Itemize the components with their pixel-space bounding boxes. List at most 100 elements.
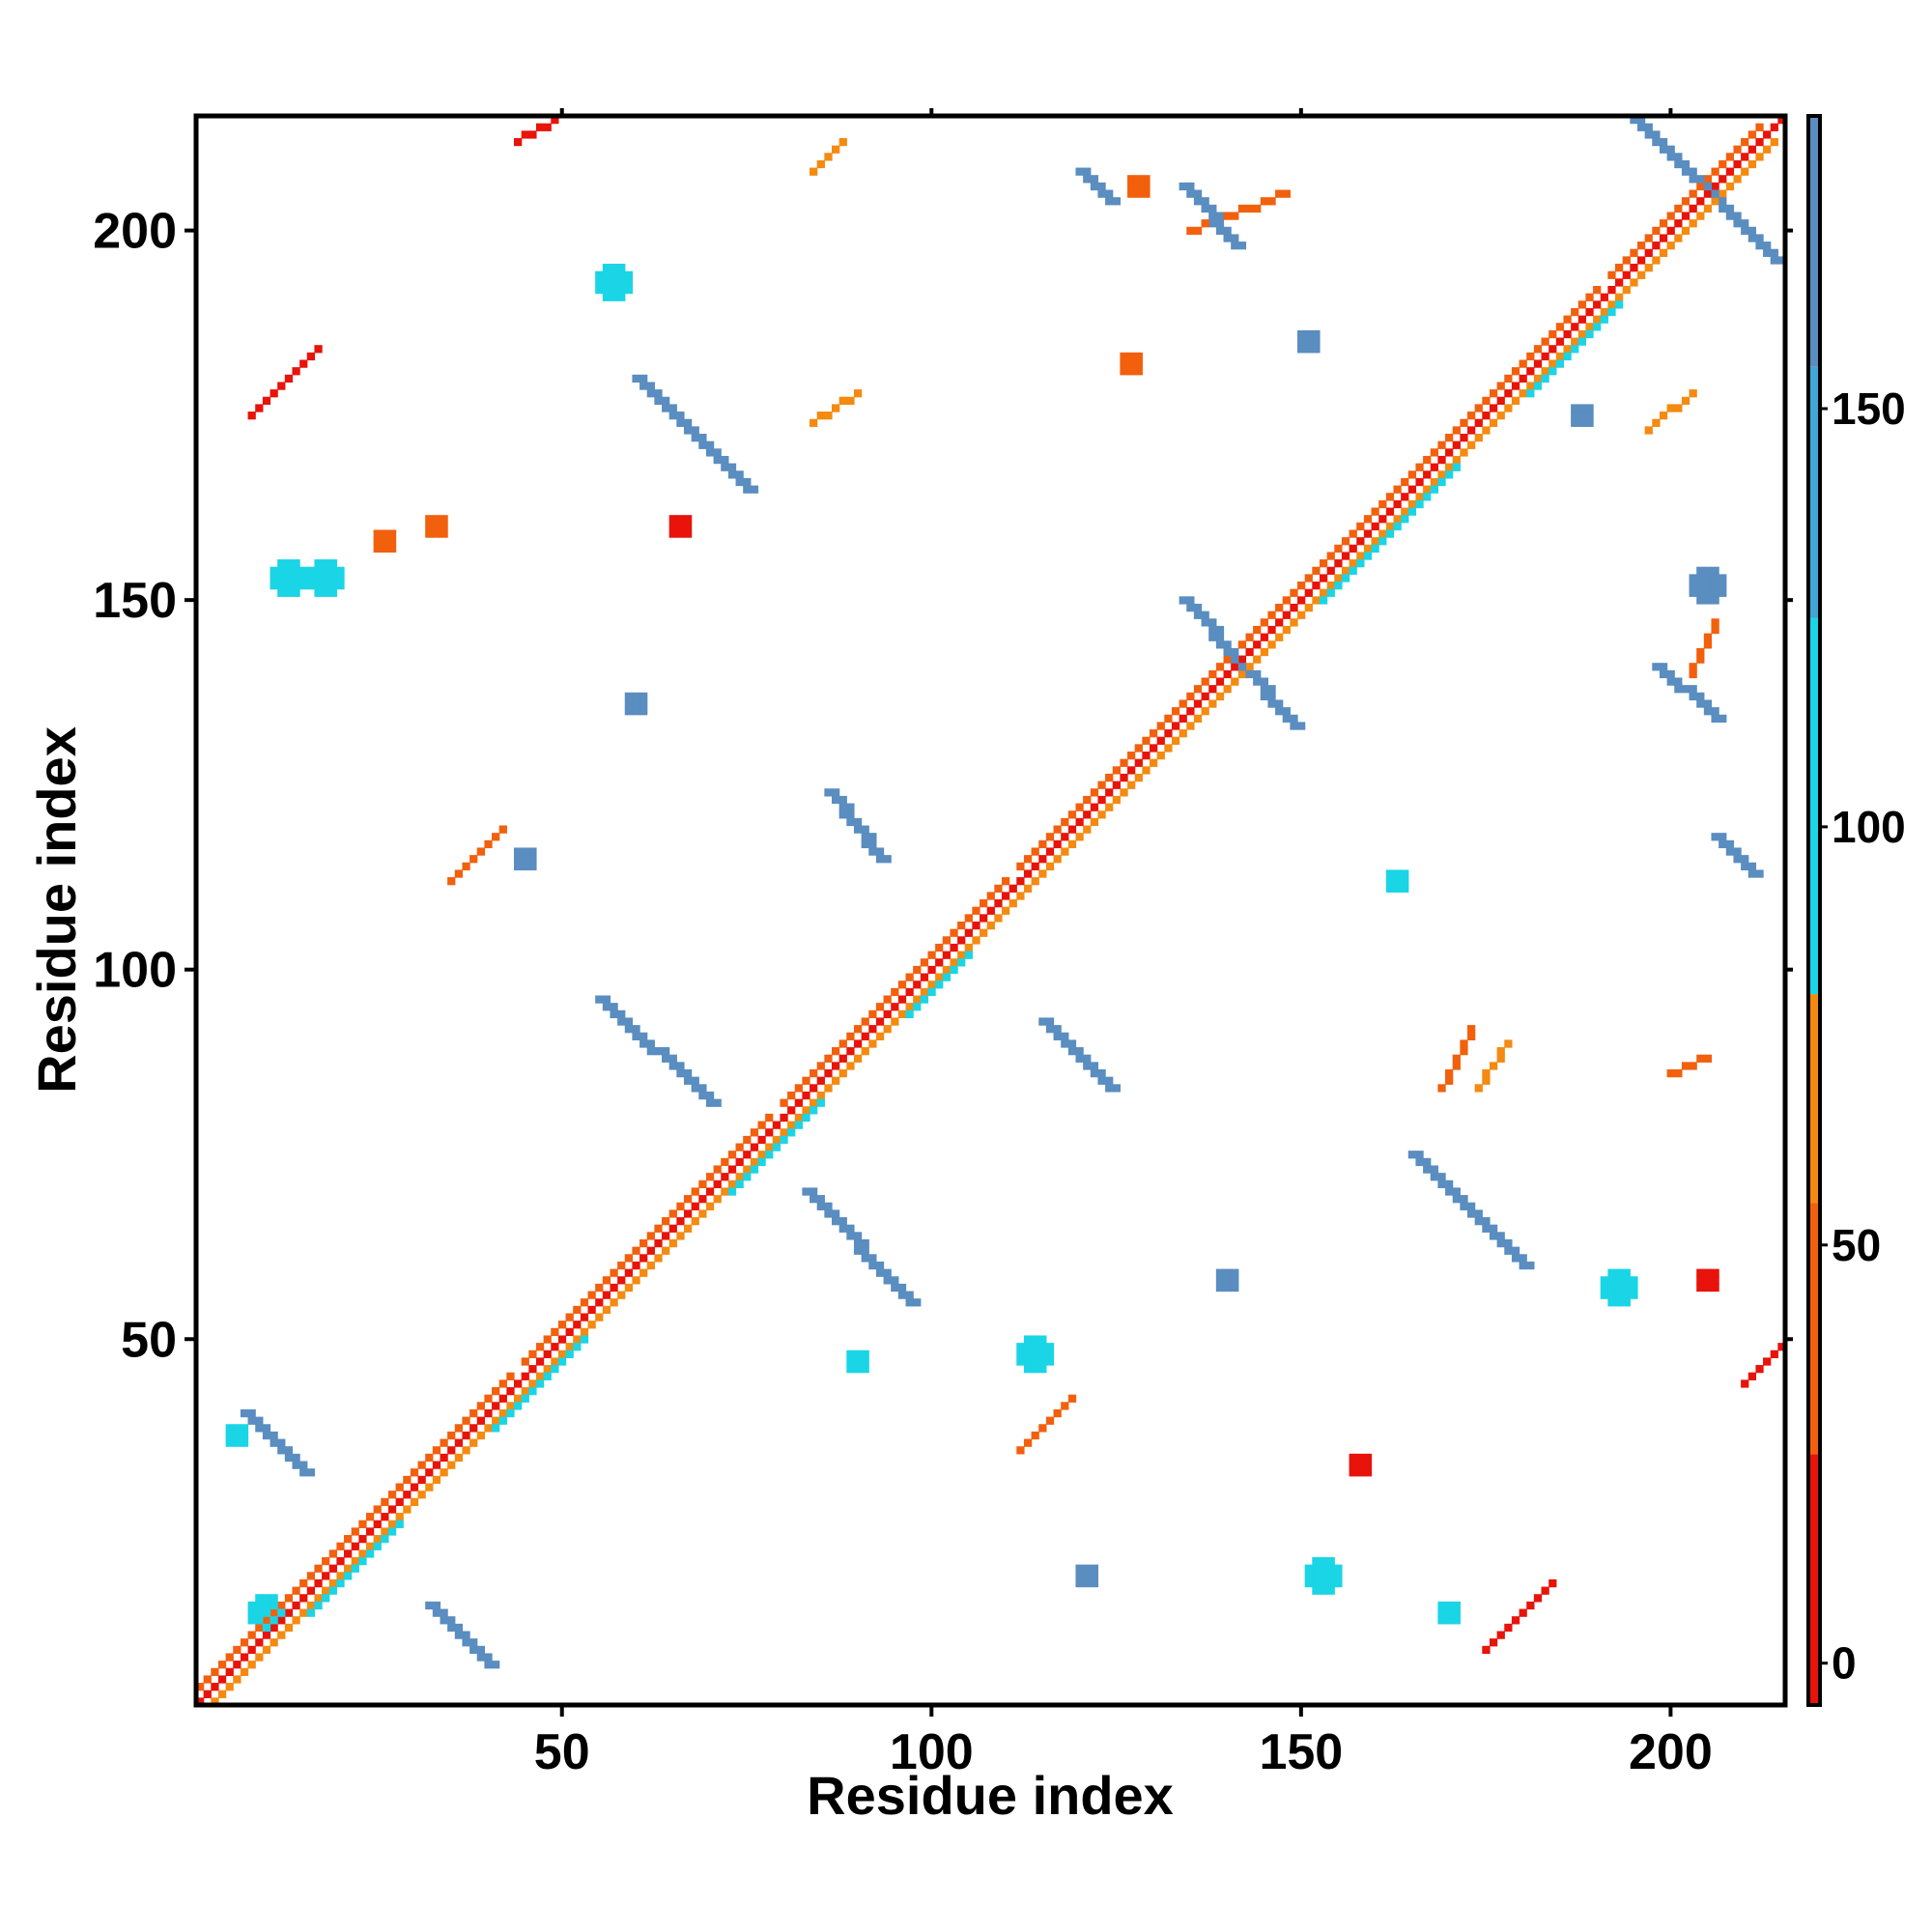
heatmap-cell [1090, 1578, 1099, 1588]
heatmap-cell [1053, 1032, 1062, 1040]
heatmap-cell [314, 1594, 323, 1603]
heatmap-cell [277, 582, 286, 590]
heatmap-cell [883, 855, 892, 864]
heatmap-cell [868, 847, 877, 856]
heatmap-cell [292, 1586, 300, 1595]
heatmap-cell [1023, 1343, 1033, 1351]
heatmap-cell [1105, 1076, 1114, 1085]
heatmap-cell [1585, 412, 1594, 420]
colorbar-band [1808, 116, 1820, 367]
heatmap-cell [772, 1143, 781, 1151]
heatmap-cell [1703, 640, 1713, 649]
heatmap-cell [1755, 234, 1764, 242]
heatmap-cell [927, 965, 936, 975]
heatmap-cell [632, 1261, 640, 1270]
heatmap-cell [1053, 1408, 1062, 1418]
heatmap-cell [861, 1350, 869, 1358]
heatmap-cell [551, 1327, 559, 1337]
heatmap-cell [1504, 1238, 1513, 1248]
heatmap-cell [1696, 197, 1705, 206]
heatmap-cell [705, 1091, 715, 1100]
heatmap-cell [824, 412, 833, 420]
heatmap-cell [913, 980, 922, 989]
heatmap-cell [1489, 1232, 1498, 1240]
heatmap-cell [1237, 663, 1247, 671]
heatmap-cell [1696, 574, 1705, 582]
heatmap-cell [1260, 618, 1269, 627]
heatmap-cell [986, 892, 995, 900]
heatmap-cell [1733, 212, 1742, 220]
heatmap-cell [1489, 1062, 1498, 1070]
heatmap-cell [403, 1475, 412, 1485]
heatmap-cell [875, 1268, 885, 1277]
heatmap-cell [861, 1238, 869, 1248]
heatmap-cell [824, 153, 833, 161]
heatmap-cell [1341, 552, 1350, 560]
heatmap-cell [328, 588, 337, 597]
heatmap-cell [897, 980, 907, 989]
heatmap-cell [1496, 1232, 1505, 1240]
heatmap-cell [1231, 1283, 1239, 1293]
heatmap-cell [270, 574, 278, 582]
heatmap-cell [1593, 315, 1602, 324]
heatmap-cell [381, 1535, 389, 1544]
heatmap-cell [587, 1305, 596, 1315]
heatmap-cell [1437, 1616, 1446, 1625]
heatmap-cell [1297, 582, 1306, 590]
heatmap-cell [1763, 242, 1772, 250]
heatmap-cell [1231, 1276, 1239, 1285]
heatmap-cell [1201, 707, 1209, 716]
heatmap-cell [1533, 1594, 1543, 1603]
heatmap-cell [1703, 1276, 1713, 1285]
heatmap-cell [1571, 418, 1579, 427]
heatmap-cell [1696, 699, 1705, 708]
x-tick-label: 100 [890, 1724, 974, 1780]
heatmap-cell [1401, 507, 1409, 516]
heatmap-cell [1393, 515, 1402, 524]
heatmap-cell [314, 588, 323, 597]
heatmap-cell [1674, 234, 1683, 242]
heatmap-cell [1659, 145, 1668, 154]
heatmap-cell [447, 1446, 456, 1455]
heatmap-cell [972, 936, 980, 945]
heatmap-cell [1393, 522, 1402, 531]
heatmap-cell [322, 582, 330, 590]
heatmap-cell [780, 1113, 788, 1122]
heatmap-cell [1496, 396, 1505, 405]
heatmap-cell [883, 1276, 892, 1285]
heatmap-cell [632, 692, 640, 701]
heatmap-cell [292, 582, 300, 590]
heatmap-cell [543, 1372, 552, 1380]
heatmap-cell [727, 1165, 737, 1174]
heatmap-cell [1445, 448, 1454, 457]
heatmap-cell [838, 810, 847, 819]
heatmap-cell [1223, 647, 1232, 657]
heatmap-cell [646, 1039, 655, 1048]
heatmap-cell [1171, 722, 1180, 730]
heatmap-cell [1245, 204, 1254, 213]
heatmap-cell [1038, 869, 1047, 878]
heatmap-cell [1666, 1069, 1675, 1078]
heatmap-cell [765, 1113, 774, 1122]
heatmap-cell [683, 522, 693, 531]
heatmap-cell [1415, 493, 1424, 501]
heatmap-cell [1083, 1062, 1092, 1070]
heatmap-cell [1186, 182, 1195, 191]
heatmap-cell [1719, 159, 1727, 169]
heatmap-cell [1083, 795, 1092, 805]
heatmap-cell [299, 1468, 308, 1477]
heatmap-cell [1770, 123, 1778, 131]
heatmap-cell [780, 1128, 788, 1137]
heatmap-cell [1689, 663, 1697, 671]
heatmap-cell [1150, 729, 1158, 738]
heatmap-cell [1622, 1268, 1631, 1277]
heatmap-cell [1415, 477, 1424, 487]
heatmap-cell [743, 1151, 752, 1159]
heatmap-cell [1703, 204, 1713, 213]
heatmap-cell [492, 1424, 500, 1433]
heatmap-cell [698, 434, 707, 442]
heatmap-cell [1075, 1578, 1084, 1588]
heatmap-cell [543, 123, 552, 131]
heatmap-cell [270, 389, 278, 398]
heatmap-cell [691, 1217, 699, 1226]
